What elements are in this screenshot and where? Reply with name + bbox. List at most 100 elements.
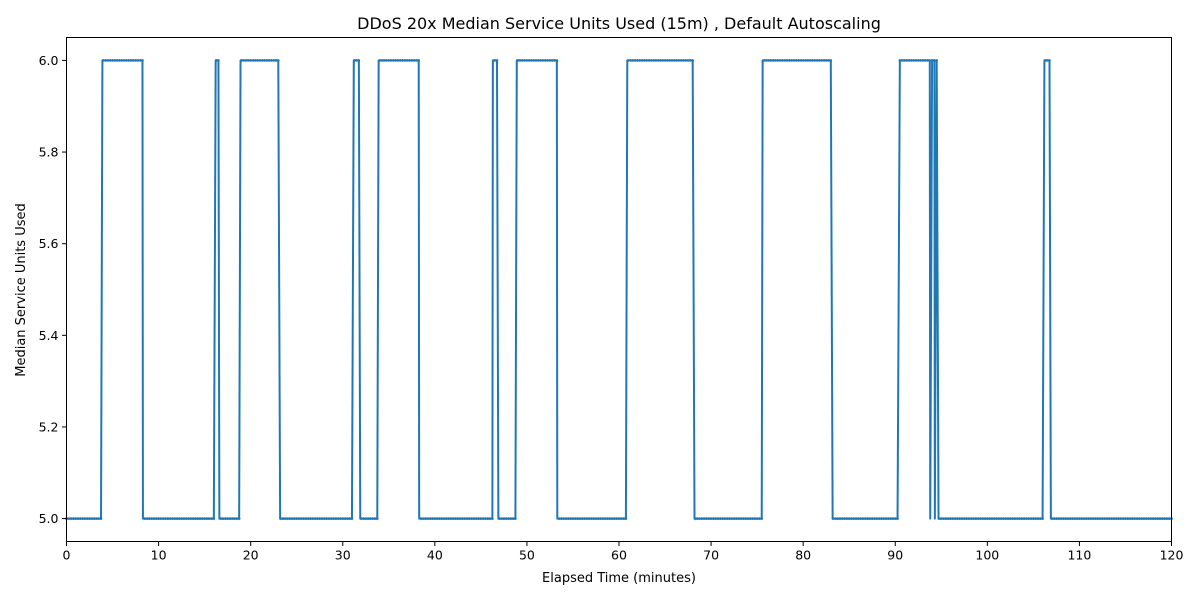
- data-point: [755, 517, 759, 520]
- data-point: [767, 59, 770, 62]
- data-point: [309, 517, 312, 520]
- data-point: [412, 59, 416, 62]
- data-point: [69, 517, 73, 520]
- data-point: [1038, 517, 1042, 520]
- data-point: [539, 59, 543, 62]
- data-point: [930, 59, 934, 62]
- data-point: [265, 59, 269, 62]
- data-point: [1068, 517, 1072, 520]
- data-point: [521, 59, 524, 62]
- data-point: [357, 59, 361, 62]
- data-point: [85, 517, 89, 520]
- data-point: [841, 517, 844, 520]
- data-point: [1048, 59, 1051, 62]
- data-point: [785, 59, 789, 62]
- data-point: [148, 517, 151, 520]
- data-point: [744, 517, 747, 520]
- data-point: [1066, 517, 1070, 520]
- data-point: [1029, 517, 1033, 520]
- data-point: [468, 517, 471, 520]
- data-point: [910, 59, 913, 62]
- data-point: [654, 59, 658, 62]
- data-point: [953, 517, 957, 520]
- data-point: [857, 517, 860, 520]
- data-point: [281, 517, 285, 520]
- data-point: [334, 517, 338, 520]
- data-point: [963, 517, 966, 520]
- data-point: [843, 517, 846, 520]
- data-point: [194, 517, 197, 520]
- data-point: [578, 517, 582, 520]
- data-point: [981, 517, 985, 520]
- data-point: [445, 517, 448, 520]
- data-point: [900, 59, 904, 62]
- data-point: [712, 517, 715, 520]
- data-point: [108, 59, 112, 62]
- y-tick-label: 5.0: [39, 511, 59, 526]
- data-point: [643, 59, 646, 62]
- y-tick-label: 6.0: [39, 53, 59, 68]
- data-point: [1154, 517, 1157, 520]
- data-point: [523, 59, 526, 62]
- data-point: [350, 517, 354, 520]
- data-point: [1098, 517, 1102, 520]
- data-point: [1073, 517, 1077, 520]
- data-point: [118, 59, 121, 62]
- data-point: [675, 59, 678, 62]
- data-point: [203, 517, 206, 520]
- data-point: [852, 517, 856, 520]
- data-point: [129, 59, 133, 62]
- plot-frame: [66, 37, 1172, 542]
- data-point: [530, 59, 533, 62]
- data-point: [440, 517, 444, 520]
- data-point: [532, 59, 536, 62]
- data-point: [242, 59, 246, 62]
- data-point: [751, 517, 754, 520]
- data-point: [534, 59, 538, 62]
- data-point: [283, 517, 287, 520]
- data-point: [721, 517, 724, 520]
- data-point: [893, 517, 897, 520]
- data-point: [707, 517, 711, 520]
- data-point: [1149, 517, 1153, 520]
- data-point: [608, 517, 612, 520]
- data-point: [1034, 517, 1037, 520]
- data-point: [493, 59, 496, 62]
- data-point: [300, 517, 303, 520]
- data-point: [792, 59, 796, 62]
- data-point: [465, 517, 469, 520]
- data-point: [999, 517, 1003, 520]
- x-axis: 0 10 20 30 40 50 60 70 80 90 100 110 120: [63, 541, 1183, 563]
- data-point: [617, 517, 621, 520]
- data-point: [279, 517, 282, 520]
- data-point: [555, 59, 559, 62]
- data-point: [631, 59, 635, 62]
- data-point: [700, 517, 704, 520]
- data-point: [1108, 517, 1111, 520]
- data-point: [247, 59, 250, 62]
- data-point: [90, 517, 94, 520]
- data-point: [1027, 517, 1031, 520]
- data-point: [640, 59, 644, 62]
- data-point: [836, 517, 839, 520]
- data-point: [820, 59, 823, 62]
- data-point: [811, 59, 814, 62]
- data-point: [1144, 517, 1148, 520]
- data-point: [97, 517, 101, 520]
- data-point: [576, 517, 579, 520]
- data-point: [1036, 517, 1040, 520]
- data-point: [1041, 517, 1044, 520]
- data-point: [1075, 517, 1079, 520]
- data-point: [178, 517, 181, 520]
- data-point: [92, 517, 96, 520]
- data-point: [686, 59, 690, 62]
- data-point: [1151, 517, 1155, 520]
- data-point: [106, 59, 110, 62]
- data-point: [923, 59, 927, 62]
- data-point: [339, 517, 342, 520]
- data-point: [224, 517, 227, 520]
- data-point: [380, 59, 384, 62]
- data-point: [424, 517, 427, 520]
- data-point: [504, 517, 508, 520]
- data-point: [438, 517, 441, 520]
